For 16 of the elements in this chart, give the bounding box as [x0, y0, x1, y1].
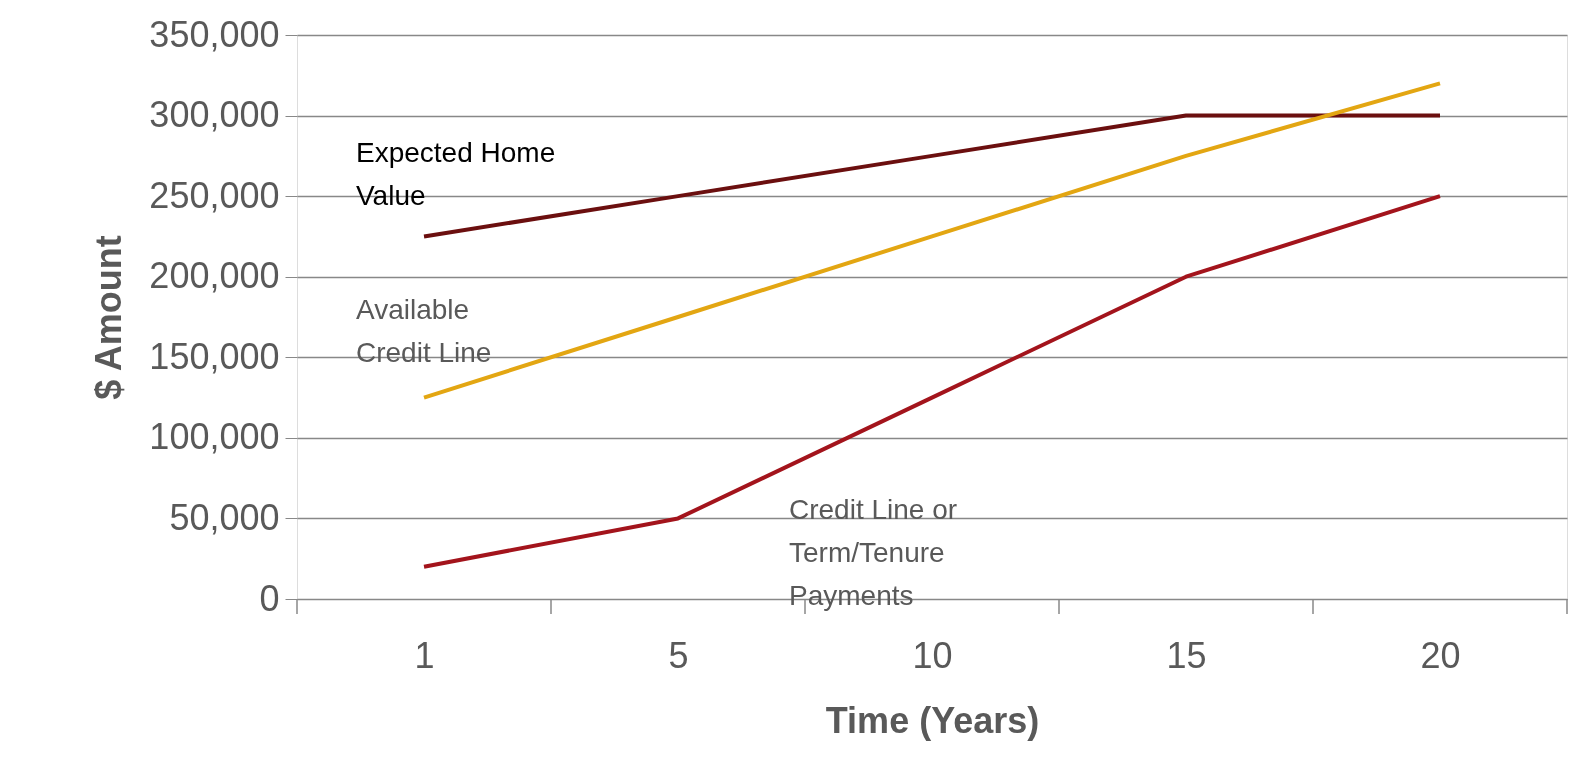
x-tick-label: 1	[414, 634, 435, 676]
y-tick-label: 300,000	[149, 94, 280, 136]
x-tick-label: 20	[1420, 634, 1461, 676]
y-tick-label: 200,000	[149, 255, 280, 297]
y-tick-label: 150,000	[149, 335, 280, 377]
x-tick-label: 15	[1166, 634, 1207, 676]
x-tick-label: 5	[668, 634, 689, 676]
y-tick-label: 0	[259, 577, 280, 619]
y-tick-label: 100,000	[149, 416, 280, 458]
y-tick-label: 250,000	[149, 174, 280, 216]
y-tick-label: 350,000	[149, 13, 280, 55]
x-axis-title: Time (Years)	[825, 699, 1040, 741]
series-label: Expected Home Value	[356, 137, 556, 212]
y-tick-label: 50,000	[169, 496, 280, 538]
y-axis-title: $ Amount	[88, 235, 130, 400]
x-tick-label: 10	[912, 634, 953, 676]
